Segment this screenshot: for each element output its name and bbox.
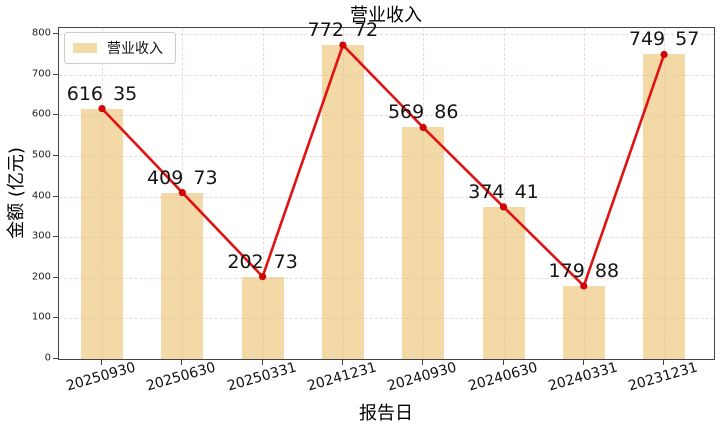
- revenue-line: [98, 41, 668, 290]
- data-point-marker: [259, 273, 267, 281]
- chart-title: 营业收入: [350, 5, 422, 26]
- x-gridline: [664, 28, 666, 359]
- x-tick-label: 20250930: [64, 359, 138, 395]
- y-gridline: [59, 155, 714, 157]
- y-tick-mark: [53, 114, 58, 116]
- x-tick-mark: [502, 359, 504, 365]
- x-gridline: [262, 28, 264, 359]
- data-point-label: 409 73: [147, 166, 218, 189]
- y-tick-label: 400: [31, 190, 51, 201]
- y-gridline: [59, 237, 714, 239]
- y-tick-mark: [53, 33, 58, 34]
- x-gridline: [342, 28, 344, 359]
- x-tick-label: 20250331: [225, 359, 299, 395]
- data-point-label: 772 72: [307, 19, 379, 42]
- data-point-label: 749 57: [628, 28, 700, 51]
- y-tick-mark: [53, 195, 58, 197]
- y-tick-mark: [53, 358, 58, 359]
- data-point-marker: [339, 41, 347, 49]
- x-tick-label: 20240331: [546, 359, 620, 395]
- x-tick-label: 20231231: [626, 359, 700, 395]
- y-tick-label: 800: [31, 27, 51, 39]
- y-tick-label: 600: [31, 108, 51, 120]
- x-gridline: [102, 28, 103, 359]
- data-point-label: 179 88: [548, 259, 620, 282]
- y-tick-mark: [53, 276, 58, 278]
- data-point-label: 374 41: [468, 180, 539, 203]
- legend-label: 营业收入: [107, 41, 163, 57]
- x-tick-mark: [341, 359, 343, 365]
- x-gridline: [583, 28, 585, 359]
- x-tick-label: 20240930: [385, 359, 459, 395]
- x-tick-label: 20250630: [144, 359, 218, 395]
- data-point-marker: [660, 50, 668, 59]
- y-tick-mark: [53, 236, 58, 238]
- x-gridline: [423, 28, 425, 359]
- x-tick-mark: [663, 359, 665, 365]
- y-gridline: [59, 196, 714, 198]
- line-path: [101, 42, 666, 289]
- y-gridline: [59, 318, 714, 320]
- x-tick-label: 20241231: [305, 359, 379, 395]
- data-point-label: 569 86: [387, 101, 459, 124]
- y-tick-label: 700: [31, 68, 51, 80]
- legend: 营业收入: [64, 32, 176, 64]
- plot-area: 营业收入 616 35 409 73 202 73 772 72 569 86 374 4…: [58, 19, 715, 360]
- data-point-label: 202 73: [227, 250, 298, 273]
- data-point-marker: [98, 105, 106, 113]
- y-tick-label: 0: [44, 352, 51, 364]
- data-point-marker: [178, 188, 186, 197]
- y-tick-label: 200: [31, 271, 51, 283]
- data-point-label: 616 35: [66, 82, 138, 105]
- x-axis-label: 报告日: [359, 403, 413, 424]
- y-tick-label: 100: [31, 311, 51, 323]
- y-tick-mark: [53, 154, 58, 156]
- y-tick-mark: [53, 73, 58, 75]
- x-gridline: [503, 28, 505, 359]
- y-tick-label: 500: [31, 149, 51, 161]
- x-tick-mark: [181, 359, 183, 365]
- y-tick-mark: [53, 317, 58, 319]
- x-tick-mark: [582, 359, 584, 365]
- data-point-marker: [580, 282, 588, 290]
- y-gridline: [59, 277, 714, 279]
- y-gridline: [59, 115, 714, 117]
- x-tick-label: 20240630: [466, 359, 539, 395]
- x-tick-mark: [101, 359, 102, 365]
- y-gridline: [59, 74, 714, 76]
- y-gridline: [59, 34, 714, 35]
- y-tick-label: 300: [31, 230, 51, 242]
- legend-swatch-bar: [73, 43, 97, 53]
- x-tick-mark: [261, 359, 263, 365]
- data-point-marker: [419, 123, 427, 132]
- x-tick-mark: [422, 359, 424, 365]
- data-point-marker: [499, 203, 508, 211]
